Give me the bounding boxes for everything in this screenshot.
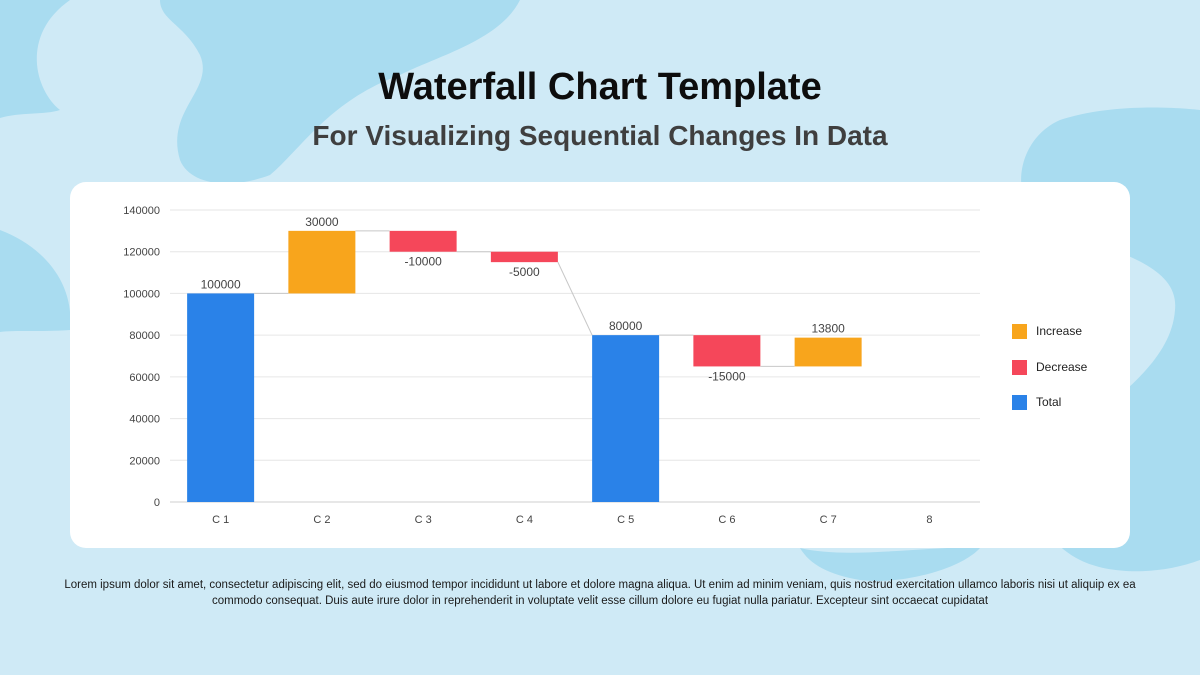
page-subtitle: For Visualizing Sequential Changes In Da… [312, 120, 888, 151]
y-tick-label: 20000 [129, 455, 160, 467]
legend-swatch-decrease [1012, 359, 1027, 375]
legend-swatch-total [1012, 394, 1027, 410]
y-tick-label: 60000 [129, 372, 160, 384]
y-tick-label: 100000 [123, 288, 160, 300]
legend-item-total: Total [1012, 394, 1061, 410]
legend-label-decrease: Decrease [1036, 360, 1088, 374]
x-tick-label: C 6 [718, 514, 735, 526]
waterfall-bar-total [187, 293, 255, 502]
y-tick-label: 140000 [123, 205, 160, 217]
data-label: -5000 [509, 265, 540, 279]
x-tick-label: C 2 [313, 514, 330, 526]
connector-line [557, 261, 593, 336]
legend-label-total: Total [1036, 395, 1062, 409]
x-tick-label: C 1 [212, 514, 229, 526]
page-title: Waterfall Chart Template [378, 66, 822, 108]
y-tick-label: 40000 [129, 414, 160, 426]
y-tick-label: 0 [154, 497, 160, 509]
legend-label-increase: Increase [1036, 324, 1083, 338]
y-tick-label: 80000 [129, 330, 160, 342]
blob-top-center [160, 0, 520, 184]
blob-bottom-right [800, 547, 980, 581]
blob-top-left [0, 0, 70, 118]
chart-card: 0 20000 40000 60000 80000 100000 120000 140000 C… [70, 182, 1130, 548]
x-tick-label: C 7 [820, 514, 837, 526]
data-label: -10000 [404, 255, 442, 269]
blob-left [0, 230, 71, 332]
y-tick-label: 120000 [123, 247, 160, 259]
x-tick-label: C 3 [415, 514, 432, 526]
waterfall-bar-total [592, 335, 660, 502]
x-tick-label: C 4 [516, 514, 533, 526]
data-label: 100000 [201, 277, 241, 291]
data-label: 13800 [811, 322, 845, 336]
x-tick-label: 8 [926, 514, 932, 526]
waterfall-bar-increase [794, 337, 862, 367]
waterfall-bar-decrease [389, 230, 457, 252]
legend-item-decrease: Decrease [1012, 359, 1087, 375]
x-tick-label: C 5 [617, 514, 634, 526]
data-label: 80000 [609, 319, 643, 333]
waterfall-bar-decrease [490, 251, 558, 263]
data-label: 30000 [305, 215, 339, 229]
legend-item-increase: Increase [1012, 323, 1082, 339]
waterfall-bar-decrease [693, 335, 761, 367]
footer-description: Lorem ipsum dolor sit amet, consectetur … [64, 579, 1136, 607]
waterfall-chart: 0 20000 40000 60000 80000 100000 120000 140000 C… [123, 205, 980, 526]
legend-swatch-increase [1012, 323, 1027, 339]
waterfall-bar-increase [288, 230, 356, 294]
data-label: -15000 [708, 369, 746, 383]
